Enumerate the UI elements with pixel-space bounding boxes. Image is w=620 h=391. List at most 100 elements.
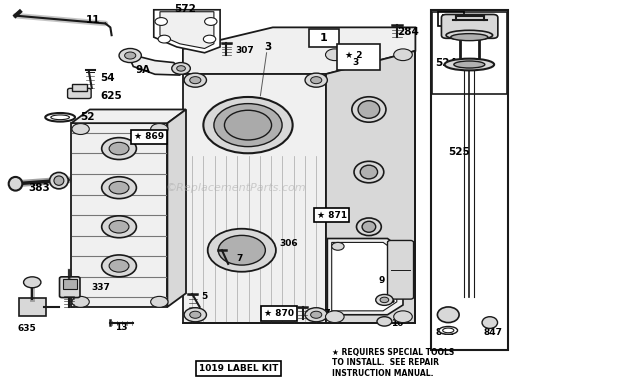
Polygon shape <box>71 123 167 307</box>
Circle shape <box>311 77 322 84</box>
Ellipse shape <box>362 221 376 232</box>
Text: 7: 7 <box>237 254 243 264</box>
Circle shape <box>24 277 41 288</box>
Circle shape <box>177 66 185 71</box>
Ellipse shape <box>45 113 75 122</box>
FancyBboxPatch shape <box>68 88 91 99</box>
Text: 337: 337 <box>92 283 110 292</box>
Text: 5: 5 <box>202 292 208 301</box>
Circle shape <box>394 311 412 323</box>
Text: 847: 847 <box>484 328 502 337</box>
Polygon shape <box>160 12 214 48</box>
Polygon shape <box>71 109 186 123</box>
Ellipse shape <box>454 61 485 68</box>
Circle shape <box>376 294 393 305</box>
Text: 307: 307 <box>312 309 331 318</box>
Circle shape <box>190 311 201 318</box>
Circle shape <box>109 221 129 233</box>
FancyBboxPatch shape <box>441 14 498 38</box>
Text: 1: 1 <box>320 33 327 43</box>
Polygon shape <box>183 27 415 74</box>
Circle shape <box>224 110 272 140</box>
Ellipse shape <box>352 97 386 122</box>
Text: ★ 871: ★ 871 <box>317 210 347 220</box>
Text: ★ 869: ★ 869 <box>134 132 164 142</box>
Circle shape <box>119 48 141 63</box>
Text: 523: 523 <box>440 14 462 24</box>
Text: 307: 307 <box>236 46 254 56</box>
Circle shape <box>125 52 136 59</box>
Text: ★ REQUIRES SPECIAL TOOLS
TO INSTALL.  SEE REPAIR
INSTRUCTION MANUAL.: ★ REQUIRES SPECIAL TOOLS TO INSTALL. SEE… <box>332 348 454 378</box>
Text: 842: 842 <box>436 328 454 337</box>
Bar <box>431 10 508 350</box>
Text: 9A: 9A <box>135 65 150 75</box>
Text: 8: 8 <box>389 296 395 305</box>
Ellipse shape <box>437 307 459 323</box>
Circle shape <box>326 49 344 61</box>
Circle shape <box>380 297 389 303</box>
Circle shape <box>332 242 344 250</box>
Bar <box>309 29 339 47</box>
Ellipse shape <box>50 172 68 189</box>
Circle shape <box>109 142 129 155</box>
Circle shape <box>151 124 168 135</box>
Ellipse shape <box>445 59 494 70</box>
Circle shape <box>158 35 170 43</box>
Text: 54: 54 <box>100 73 115 83</box>
Text: 13: 13 <box>115 323 127 332</box>
Text: 3: 3 <box>264 42 272 52</box>
Ellipse shape <box>354 161 384 183</box>
Ellipse shape <box>451 34 488 41</box>
Circle shape <box>102 255 136 277</box>
Circle shape <box>72 296 89 307</box>
Bar <box>337 44 380 70</box>
Ellipse shape <box>358 100 379 118</box>
Circle shape <box>102 138 136 160</box>
FancyBboxPatch shape <box>60 277 80 298</box>
Ellipse shape <box>51 115 69 120</box>
Ellipse shape <box>9 177 22 190</box>
Text: 11: 11 <box>86 14 100 25</box>
FancyBboxPatch shape <box>19 298 46 316</box>
Text: 9: 9 <box>378 276 384 285</box>
Circle shape <box>172 63 190 74</box>
Circle shape <box>305 308 327 322</box>
Ellipse shape <box>446 30 493 40</box>
Circle shape <box>394 49 412 61</box>
Ellipse shape <box>54 176 64 185</box>
Circle shape <box>184 308 206 322</box>
Text: ★ 2: ★ 2 <box>345 51 362 60</box>
Circle shape <box>151 296 168 307</box>
Circle shape <box>109 181 129 194</box>
Ellipse shape <box>360 165 378 179</box>
Text: 52: 52 <box>81 112 95 122</box>
Text: 10: 10 <box>391 319 403 328</box>
Ellipse shape <box>439 326 458 334</box>
Circle shape <box>72 124 89 135</box>
FancyBboxPatch shape <box>63 279 77 289</box>
Circle shape <box>205 18 217 25</box>
Circle shape <box>102 216 136 238</box>
Circle shape <box>155 18 167 25</box>
Circle shape <box>305 73 327 87</box>
Text: 525: 525 <box>448 147 470 158</box>
Circle shape <box>311 311 322 318</box>
Circle shape <box>377 317 392 326</box>
Circle shape <box>102 177 136 199</box>
Circle shape <box>214 104 282 147</box>
Polygon shape <box>154 10 220 53</box>
Text: ©ReplacementParts.com: ©ReplacementParts.com <box>166 183 306 193</box>
Circle shape <box>203 35 216 43</box>
Text: ★ 870: ★ 870 <box>264 309 294 318</box>
Polygon shape <box>327 239 403 315</box>
Polygon shape <box>183 74 326 323</box>
Circle shape <box>203 97 293 153</box>
Text: 284: 284 <box>397 27 419 37</box>
Text: 1019 LABEL KIT: 1019 LABEL KIT <box>199 364 278 373</box>
Polygon shape <box>129 51 183 75</box>
FancyBboxPatch shape <box>388 240 414 299</box>
Text: 3: 3 <box>352 58 358 67</box>
Text: 524: 524 <box>436 58 458 68</box>
Text: 625: 625 <box>100 91 122 101</box>
FancyBboxPatch shape <box>72 84 87 91</box>
